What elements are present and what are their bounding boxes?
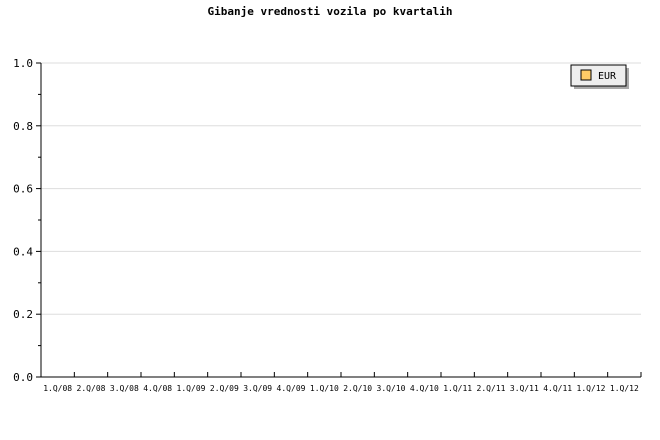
legend-swatch: [580, 69, 592, 81]
x-tick-label: 1.Q/08: [43, 384, 72, 393]
legend: EUR: [570, 64, 629, 89]
y-tick-label: 0.0: [13, 371, 33, 384]
y-tick-label: 0.4: [13, 245, 33, 258]
x-tick-label: 3.Q/11: [510, 384, 539, 393]
x-tick-label: 3.Q/09: [243, 384, 272, 393]
x-tick-label: 2.Q/11: [477, 384, 506, 393]
x-tick-label: 4.Q/11: [543, 384, 572, 393]
x-tick-label: 3.Q/10: [377, 384, 406, 393]
y-tick-label: 0.8: [13, 120, 33, 133]
x-tick-label: 1.Q/11: [443, 384, 472, 393]
legend-label: EUR: [598, 71, 617, 82]
x-tick-label: 2.Q/10: [343, 384, 372, 393]
x-tick-label: 3.Q/08: [110, 384, 139, 393]
x-tick-label: 2.Q/09: [210, 384, 239, 393]
x-tick-label: 4.Q/10: [410, 384, 439, 393]
chart-title: Gibanje vrednosti vozila po kvartalih: [207, 5, 452, 18]
y-tick-label: 1.0: [13, 57, 33, 70]
x-tick-label: 4.Q/09: [277, 384, 306, 393]
x-tick-label: 1.Q/12: [577, 384, 606, 393]
y-tick-label: 0.6: [13, 183, 33, 196]
x-tick-label: 4.Q/08: [143, 384, 172, 393]
x-tick-label: 1.Q/10: [310, 384, 339, 393]
x-tick-label: 1.Q/12: [610, 384, 639, 393]
y-tick-label: 0.2: [13, 308, 33, 321]
x-tick-label: 1.Q/09: [177, 384, 206, 393]
x-tick-label: 2.Q/08: [77, 384, 106, 393]
